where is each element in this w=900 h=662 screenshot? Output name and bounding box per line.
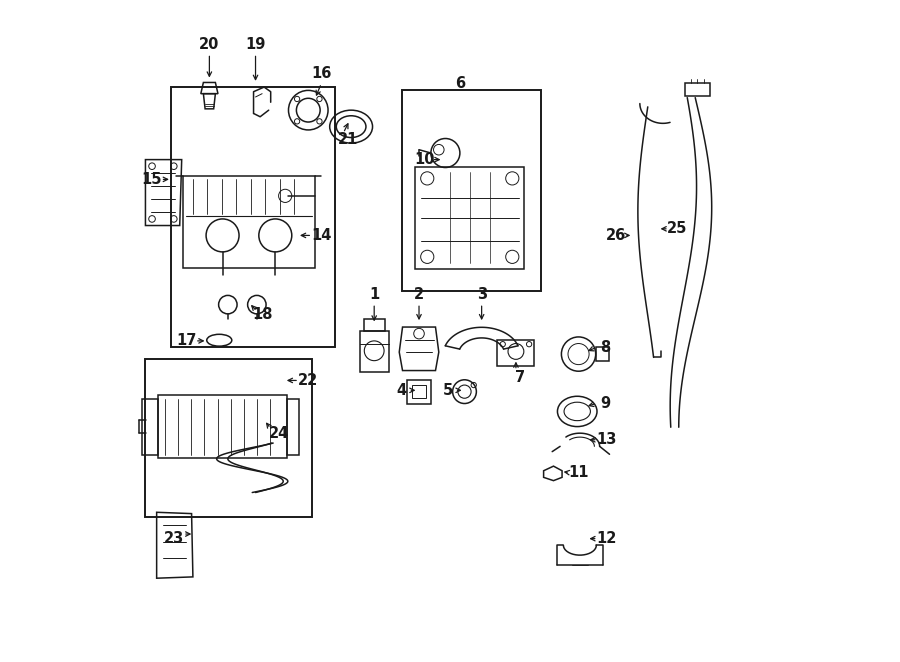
- Text: 25: 25: [667, 221, 688, 236]
- Text: 11: 11: [568, 465, 589, 480]
- Text: 26: 26: [606, 228, 626, 243]
- Text: 6: 6: [454, 76, 465, 91]
- Bar: [171, 87, 335, 348]
- Text: 21: 21: [338, 132, 358, 148]
- Text: 12: 12: [597, 531, 617, 546]
- Text: 1: 1: [369, 287, 379, 303]
- Text: 5: 5: [443, 383, 453, 398]
- Text: 17: 17: [176, 334, 196, 348]
- Text: 19: 19: [246, 36, 266, 52]
- Text: 22: 22: [298, 373, 319, 388]
- Text: 2: 2: [414, 287, 424, 303]
- Text: 14: 14: [311, 228, 331, 243]
- Text: 13: 13: [597, 432, 617, 448]
- Text: 3: 3: [477, 287, 487, 303]
- Bar: [146, 359, 311, 517]
- Text: 15: 15: [142, 172, 162, 187]
- Text: 18: 18: [252, 307, 273, 322]
- Bar: [402, 91, 541, 291]
- Text: 7: 7: [516, 369, 526, 385]
- Text: 16: 16: [311, 66, 331, 81]
- Text: 8: 8: [599, 340, 610, 355]
- Text: 4: 4: [397, 383, 407, 398]
- Text: 23: 23: [165, 531, 184, 546]
- Text: 9: 9: [600, 396, 610, 411]
- Text: 10: 10: [415, 152, 436, 167]
- Text: 20: 20: [199, 36, 220, 52]
- Text: 24: 24: [268, 426, 289, 441]
